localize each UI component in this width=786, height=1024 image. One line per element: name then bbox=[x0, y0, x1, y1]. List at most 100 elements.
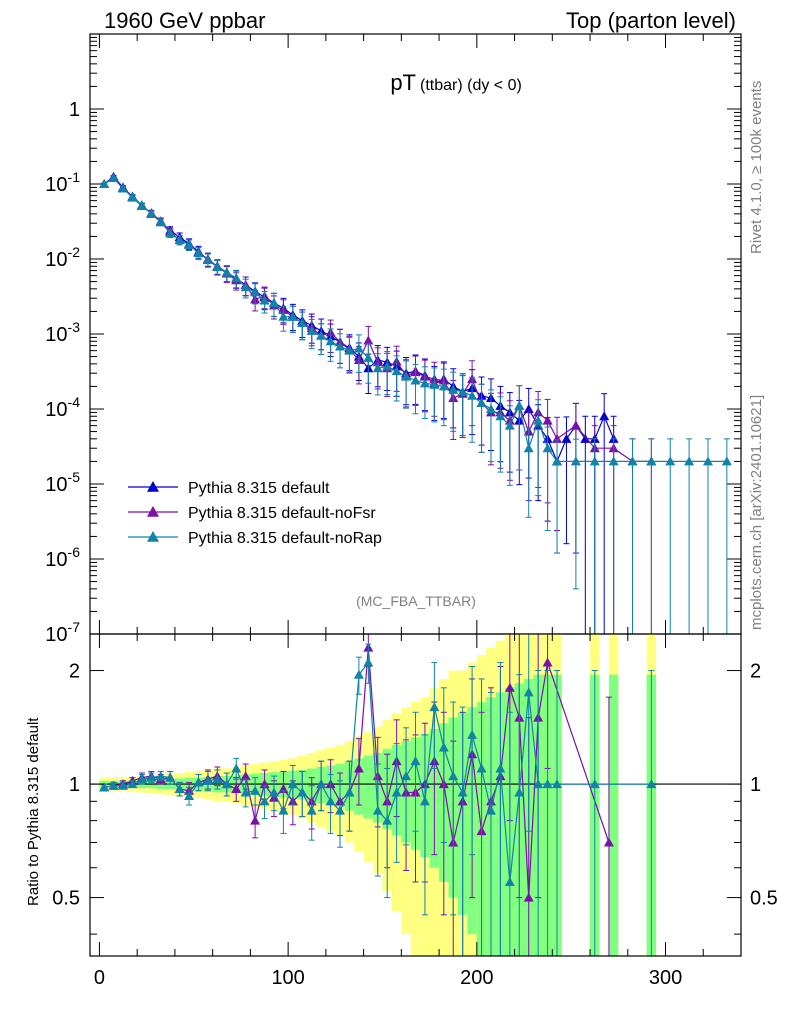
spectrum-panel: 110-110-210-310-410-510-610-7 pT (ttbar)… bbox=[45, 33, 742, 646]
data-point bbox=[108, 173, 119, 183]
data-point bbox=[335, 805, 346, 815]
tick-base: 10 bbox=[45, 249, 67, 271]
data-point bbox=[419, 378, 430, 388]
series-pythia-8-315-default-norap bbox=[99, 173, 732, 634]
data-point bbox=[108, 780, 119, 790]
legend-entry: Pythia 8.315 default-noRap bbox=[188, 530, 382, 547]
legend-entry: Pythia 8.315 default-noFsr bbox=[188, 505, 376, 522]
data-point bbox=[401, 371, 412, 381]
y-tick-label: 10-7 bbox=[45, 619, 80, 646]
tick-exponent: -4 bbox=[68, 394, 81, 410]
data-point bbox=[627, 456, 638, 466]
series-pythia-8-315-default-norap bbox=[99, 634, 657, 956]
data-point bbox=[155, 771, 166, 781]
data-point bbox=[476, 398, 487, 408]
data-point bbox=[155, 217, 166, 227]
data-point bbox=[561, 433, 572, 443]
data-point bbox=[401, 771, 412, 781]
data-point bbox=[165, 772, 176, 782]
ratio-y-axis-label: Ratio to Pythia 8.315 default bbox=[25, 717, 42, 906]
data-point bbox=[250, 815, 261, 825]
data-point bbox=[485, 805, 496, 815]
tick-base: 10 bbox=[45, 399, 67, 421]
energy-title: 1960 GeV ppbar bbox=[104, 8, 265, 33]
data-point bbox=[316, 330, 327, 340]
legend-marker bbox=[147, 481, 159, 492]
data-point bbox=[212, 262, 223, 272]
series-line bbox=[103, 177, 727, 462]
y-tick-label: 10-3 bbox=[45, 319, 80, 346]
data-point bbox=[240, 787, 251, 797]
data-point bbox=[438, 742, 449, 752]
data-point bbox=[165, 228, 176, 238]
data-point bbox=[240, 771, 251, 781]
data-point bbox=[419, 796, 430, 806]
series-line bbox=[103, 177, 652, 462]
data-point bbox=[118, 780, 129, 790]
data-point bbox=[504, 420, 515, 430]
x-tick-label: 0 bbox=[94, 967, 105, 989]
data-point bbox=[363, 657, 374, 667]
series-pythia-8-315-default bbox=[99, 171, 619, 634]
ratio-frame bbox=[89, 633, 742, 957]
tick-exponent: -6 bbox=[68, 544, 81, 560]
data-point bbox=[136, 774, 147, 784]
data-point bbox=[278, 805, 289, 815]
data-point bbox=[457, 787, 468, 797]
data-point bbox=[202, 254, 213, 264]
spectrum-y-tick-labels: 110-110-210-310-410-510-610-7 bbox=[45, 99, 80, 646]
data-point bbox=[344, 787, 355, 797]
data-point bbox=[353, 763, 364, 773]
data-point bbox=[702, 456, 713, 466]
data-point bbox=[382, 815, 393, 825]
ratio-axis-ticks bbox=[90, 634, 742, 956]
data-point bbox=[127, 192, 138, 202]
y-tick-label: 1 bbox=[69, 99, 80, 121]
data-point bbox=[297, 318, 308, 328]
tick-exponent: -3 bbox=[68, 319, 81, 335]
data-point bbox=[533, 779, 544, 789]
data-point bbox=[202, 775, 213, 785]
data-point bbox=[353, 669, 364, 679]
data-point bbox=[231, 272, 242, 282]
data-point bbox=[278, 311, 289, 321]
data-point bbox=[608, 456, 619, 466]
data-point bbox=[325, 336, 336, 346]
data-point bbox=[646, 779, 657, 789]
tick-base: 10 bbox=[45, 324, 67, 346]
rivet-label: Rivet 4.1.0, ≥ 100k events bbox=[748, 81, 765, 254]
data-point bbox=[99, 782, 110, 792]
legend-marker bbox=[147, 506, 159, 517]
process-title: Top (parton level) bbox=[566, 8, 736, 33]
mcplots-label: mcplots.cern.ch [arXiv:2401.10621] bbox=[748, 395, 765, 630]
data-point bbox=[221, 267, 232, 277]
data-point bbox=[410, 756, 421, 766]
x-tick-label: 300 bbox=[649, 967, 682, 989]
ratio-panel: 0.5 0.5 1 1 2 2 0 100 200 300 Ratio to Pythia 8.3… bbox=[25, 633, 778, 989]
data-point bbox=[353, 343, 364, 353]
data-point bbox=[514, 400, 525, 410]
spectrum-series bbox=[99, 171, 732, 634]
data-point bbox=[542, 779, 553, 789]
x-tick-label: 200 bbox=[460, 967, 493, 989]
data-point bbox=[457, 386, 468, 396]
data-point bbox=[297, 787, 308, 797]
ratio-y-tick-label: 2 bbox=[69, 661, 80, 683]
data-point bbox=[287, 779, 298, 789]
data-point bbox=[231, 763, 242, 773]
data-point bbox=[363, 352, 374, 362]
ratio-tick-labels: 0.5 0.5 1 1 2 2 0 100 200 300 bbox=[52, 661, 778, 989]
data-point bbox=[193, 248, 204, 258]
tick-base: 10 bbox=[45, 474, 67, 496]
data-point bbox=[476, 763, 487, 773]
data-point bbox=[127, 779, 138, 789]
data-point bbox=[193, 777, 204, 787]
data-point bbox=[363, 335, 374, 345]
data-point bbox=[684, 456, 695, 466]
data-point bbox=[325, 796, 336, 806]
y-tick-label: 10-1 bbox=[45, 169, 80, 196]
data-point bbox=[344, 345, 355, 355]
data-point bbox=[552, 779, 563, 789]
data-point bbox=[603, 837, 614, 847]
data-point bbox=[372, 363, 383, 373]
